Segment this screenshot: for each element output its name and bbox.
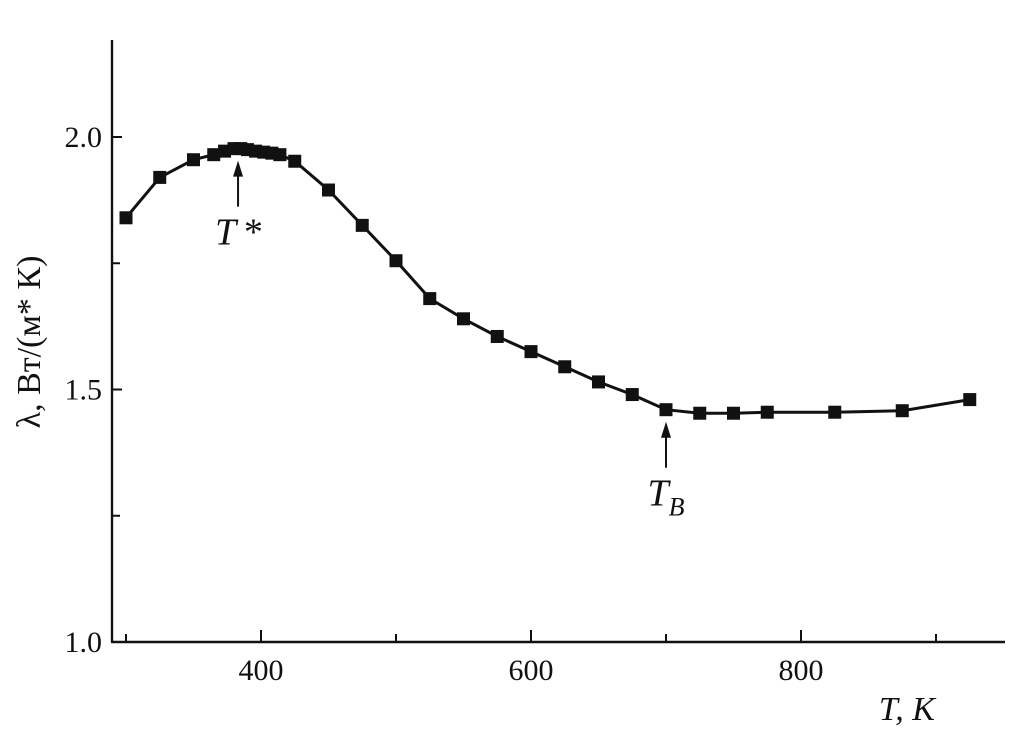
- data-point: [693, 406, 707, 420]
- x-tick-label: 600: [509, 654, 554, 687]
- y-tick-label: 1.0: [65, 626, 103, 659]
- y-axis-title: λ, Вт/(м* К): [11, 256, 48, 429]
- data-point: [895, 404, 909, 418]
- data-point: [119, 211, 133, 225]
- y-tick-label: 1.5: [65, 374, 103, 407]
- annotation-arrowhead: [661, 421, 671, 438]
- data-point: [558, 360, 572, 374]
- data-point: [389, 254, 403, 268]
- data-point: [187, 153, 200, 167]
- x-tick-label: 400: [239, 654, 284, 687]
- x-tick-label: 800: [779, 654, 824, 687]
- data-point: [760, 405, 774, 419]
- x-axis-title: T, K: [879, 691, 937, 728]
- series-line: [124, 147, 971, 415]
- data-point: [322, 183, 335, 197]
- data-point: [355, 218, 369, 232]
- ticks: 1.0 1.5 2.0 400 600 800: [65, 121, 937, 687]
- data-point: [490, 329, 504, 343]
- data-point: [659, 403, 673, 417]
- data-point: [592, 375, 605, 389]
- data-point: [727, 406, 740, 420]
- data-point: [625, 388, 639, 402]
- data-point: [963, 393, 977, 407]
- data-point: [423, 292, 437, 306]
- data-point: [288, 154, 302, 168]
- axes: [110, 40, 1005, 644]
- annotation-label: TB: [647, 473, 684, 522]
- annotation-arrowhead: [233, 160, 244, 177]
- annotation-label: T *: [215, 212, 261, 254]
- series: [119, 142, 977, 420]
- data-point: [207, 148, 221, 162]
- data-point: [153, 170, 167, 184]
- data-point: [828, 405, 842, 419]
- data-point: [457, 312, 470, 326]
- y-tick-label: 2.0: [65, 121, 103, 154]
- data-point: [273, 148, 287, 162]
- data-point: [524, 345, 538, 359]
- annotations: T * TB: [215, 160, 685, 522]
